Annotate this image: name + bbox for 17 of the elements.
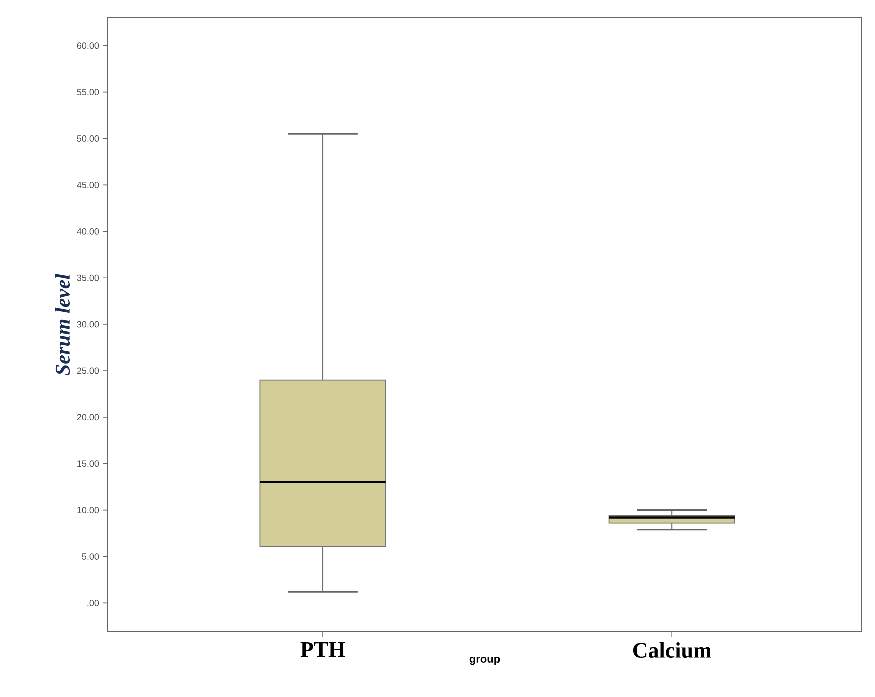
- y-tick-label: 25.00: [77, 368, 100, 374]
- y-tick-label: 30.00: [77, 321, 100, 328]
- y-tick-label: 20.00: [77, 414, 100, 421]
- y-tick-label: 5.00: [82, 554, 100, 560]
- y-tick-label: 50.00: [77, 136, 100, 142]
- y-tick-label: 55.00: [77, 89, 100, 96]
- y-tick-label: 15.00: [78, 460, 100, 468]
- x-axis-title: group: [470, 656, 500, 666]
- y-tick-label: 45.00: [77, 182, 100, 188]
- y-tick-label: 35.00: [77, 274, 100, 282]
- y-tick-label: .00: [88, 600, 100, 606]
- y-tick-label: 10.00: [78, 507, 100, 514]
- x-tick-label: PTH: [300, 642, 346, 657]
- y-tick-label: 40.00: [77, 228, 100, 235]
- x-tick-label: Calcium: [633, 642, 712, 658]
- y-axis-title: Serum level: [55, 274, 70, 376]
- y-tick-label: 60.00: [77, 42, 100, 50]
